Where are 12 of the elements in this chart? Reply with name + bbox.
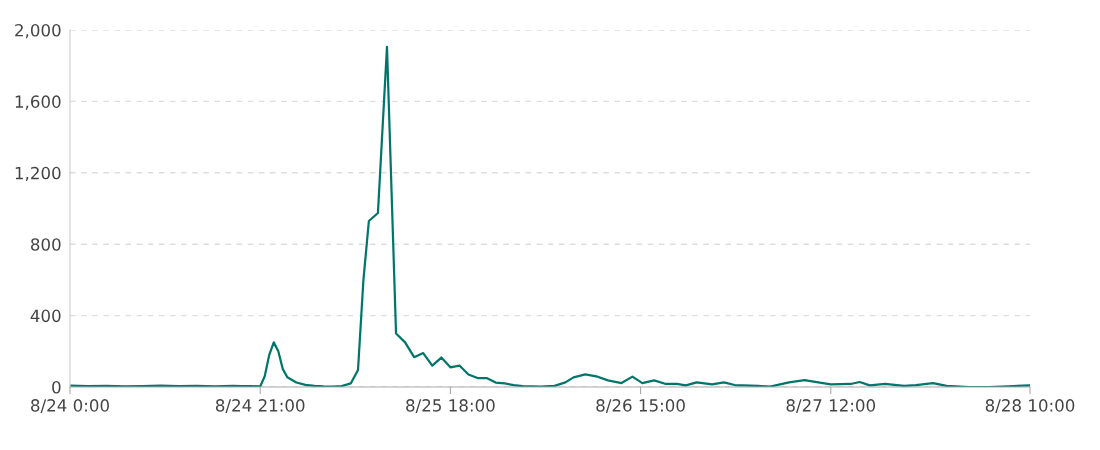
y-tick-label: 1,600 — [15, 95, 61, 110]
x-tick-label: 8/24 0:00 — [31, 399, 109, 414]
x-tick-label: 8/27 12:00 — [786, 399, 876, 414]
y-tick-label: 2,000 — [15, 23, 61, 39]
x-tick-label: 8/25 18:00 — [406, 399, 495, 414]
y-tick-label: 0 — [52, 380, 61, 394]
y-tick-label: 1,200 — [15, 166, 61, 182]
x-tick-label: 8/28 10:00 — [985, 399, 1075, 414]
y-tick-label: 400 — [30, 309, 61, 323]
x-tick-label: 8/24 21:00 — [215, 399, 305, 414]
y-tick-label: 800 — [30, 238, 61, 251]
x-tick-label: 8/26 15:00 — [596, 399, 685, 414]
